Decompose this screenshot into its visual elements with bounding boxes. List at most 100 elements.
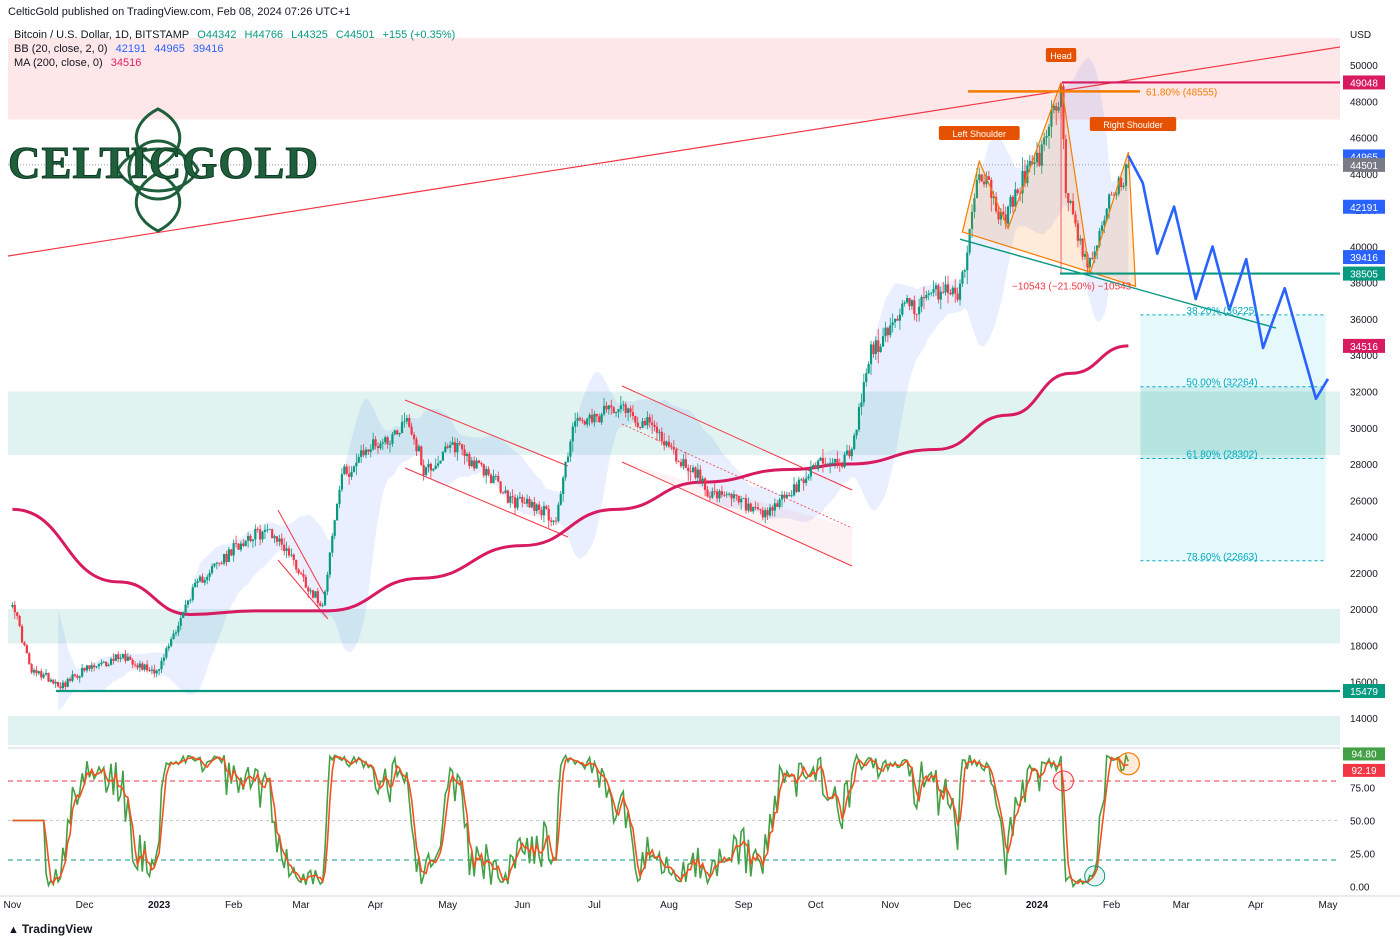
- currency-label[interactable]: USD: [1350, 30, 1372, 41]
- candle-body: [631, 412, 635, 417]
- candle-body: [865, 373, 868, 383]
- candle-body: [874, 340, 877, 355]
- candle-body: [489, 474, 493, 484]
- candle-body: [759, 509, 762, 511]
- candle-body: [689, 471, 692, 472]
- candle-body: [1057, 106, 1060, 111]
- x-label-dec: Dec: [76, 900, 94, 911]
- candle-body: [564, 461, 567, 478]
- candle-body: [184, 604, 187, 613]
- candle-body: [405, 418, 408, 422]
- candle-body: [225, 553, 228, 563]
- candle-body: [412, 434, 416, 440]
- candle-body: [465, 453, 469, 456]
- candle-body: [191, 587, 194, 600]
- candle-body: [319, 603, 322, 606]
- candle-body: [30, 664, 33, 673]
- candle-body: [639, 427, 642, 428]
- candle-body: [388, 443, 392, 445]
- candle-body: [829, 463, 832, 465]
- x-label-may: May: [438, 900, 457, 911]
- x-label-jul: Jul: [588, 900, 601, 911]
- candle-body: [477, 460, 481, 463]
- candle-body: [155, 670, 158, 674]
- y-tick-44000: 44000: [1350, 170, 1378, 181]
- x-label-sep: Sep: [735, 900, 753, 911]
- candle-body: [780, 494, 784, 500]
- candle-body: [20, 626, 24, 643]
- y-tick-38000: 38000: [1350, 279, 1378, 290]
- candle-body: [826, 464, 829, 466]
- candle-body: [335, 504, 339, 521]
- tradingview-brand[interactable]: ▲ TradingView: [8, 922, 92, 936]
- celticgold-logo: CELTICGOLD: [8, 105, 318, 235]
- candle-body: [66, 678, 69, 687]
- candle-body: [1011, 196, 1015, 207]
- fib-label-2: 61.80% (28302): [1186, 450, 1257, 461]
- candle-body: [177, 625, 180, 633]
- candle-body: [530, 502, 534, 508]
- candle-body: [47, 672, 50, 682]
- candle-body: [653, 424, 656, 427]
- candle-body: [521, 497, 524, 503]
- candle-body: [333, 520, 336, 536]
- candle-body: [672, 447, 675, 450]
- candle-body: [821, 457, 825, 464]
- candle-body: [607, 405, 610, 410]
- candle-body: [328, 552, 331, 575]
- tradingview-brand-text: TradingView: [21, 922, 93, 936]
- candle-body: [1088, 257, 1091, 268]
- candle-body: [230, 549, 233, 556]
- candle-body: [617, 409, 620, 412]
- candle-body: [266, 529, 269, 531]
- label-head: Head: [1050, 51, 1072, 61]
- candle-body: [487, 468, 490, 475]
- legend-row-ma: MA (200, close, 0) 34516: [14, 57, 146, 69]
- candle-body: [374, 439, 377, 447]
- price-tag-6: 34516: [1350, 342, 1378, 353]
- channel-1-top: [404, 399, 569, 467]
- candle-body: [776, 503, 779, 507]
- candle-body: [910, 300, 914, 307]
- candle-body: [1007, 206, 1010, 224]
- candle-body: [992, 196, 995, 199]
- price-tag-bg-6: [1343, 338, 1385, 353]
- candle-body: [355, 462, 358, 467]
- candle-body: [119, 657, 122, 660]
- candle-body: [682, 459, 685, 467]
- candle-body: [83, 667, 86, 671]
- candle-body: [400, 421, 404, 433]
- fib-label-0: 38.20% (36225): [1186, 306, 1257, 317]
- candle-body: [61, 682, 65, 689]
- x-label-feb: Feb: [1103, 900, 1121, 911]
- candle-body: [40, 671, 43, 678]
- price-tag-bg-3: [1343, 199, 1385, 214]
- measure-label: −10543 (−21.50%) −10543: [1012, 281, 1132, 292]
- candle-body: [843, 454, 846, 467]
- zone-0: [8, 38, 1340, 120]
- candle-body: [331, 535, 334, 553]
- candle-body: [393, 430, 396, 435]
- y-tick-22000: 22000: [1350, 569, 1378, 580]
- price-tag-7: 15479: [1350, 687, 1378, 698]
- candle-body: [357, 456, 360, 463]
- candle-body: [304, 576, 307, 588]
- candle-body: [158, 669, 161, 671]
- candle-body: [884, 327, 887, 337]
- candle-body: [179, 617, 182, 626]
- fib-box: [1140, 314, 1326, 561]
- candle-body: [59, 686, 62, 689]
- candle-body: [663, 441, 666, 446]
- candle-body: [1093, 251, 1096, 259]
- candle-body: [513, 497, 517, 508]
- candle-body: [25, 645, 28, 654]
- y-tick-36000: 36000: [1350, 315, 1378, 326]
- candle-body: [1071, 201, 1075, 215]
- candle-body: [925, 294, 928, 299]
- candle-body: [595, 414, 598, 417]
- candle-body: [369, 449, 372, 452]
- candle-body: [345, 466, 348, 474]
- candle-body: [316, 591, 319, 604]
- candle-body: [1098, 230, 1101, 246]
